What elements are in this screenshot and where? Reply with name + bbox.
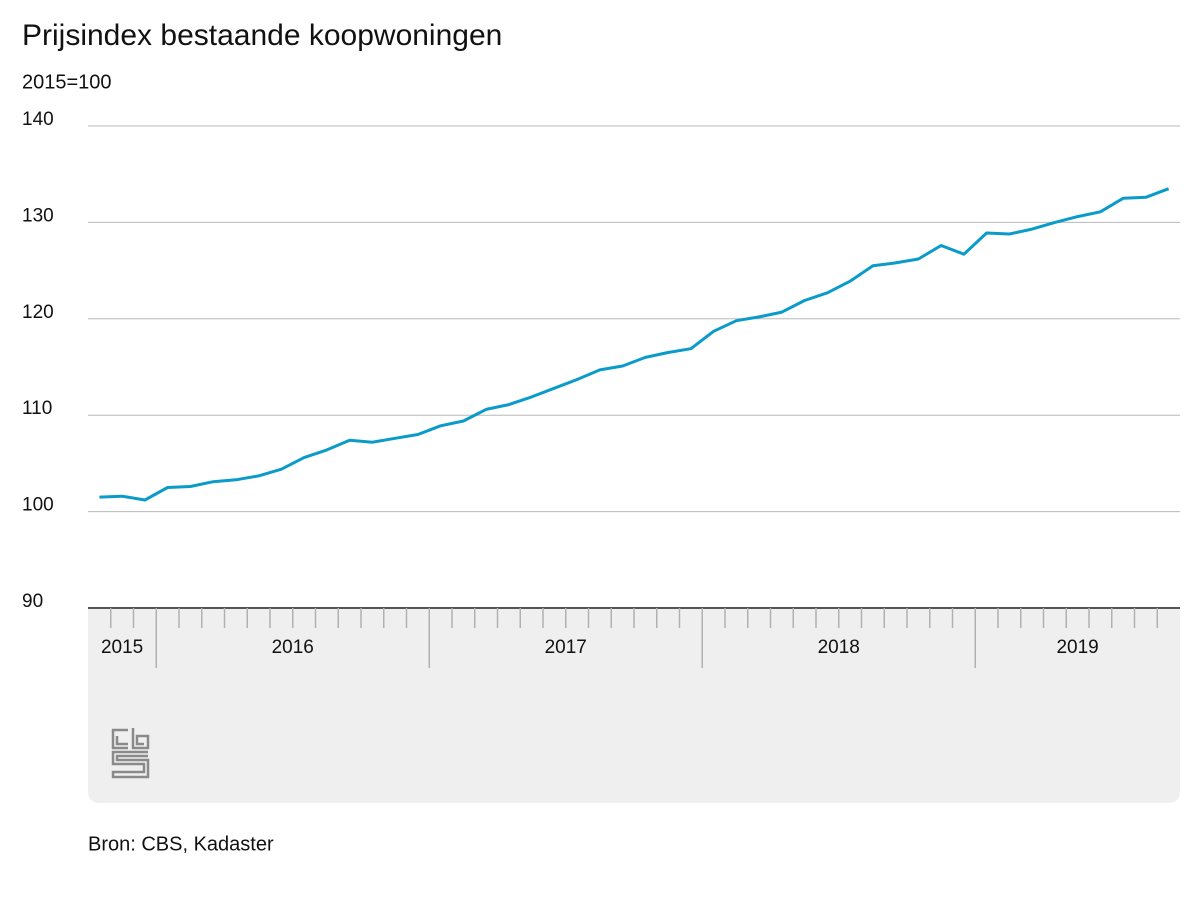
- source-note: Bron: CBS, Kadaster: [88, 833, 274, 855]
- cbs-logo: [111, 728, 150, 779]
- y-tick-label: 130: [22, 205, 54, 226]
- y-tick-label: 90: [22, 591, 43, 612]
- chart-title: Prijsindex bestaande koopwoningen: [22, 19, 502, 52]
- y-tick-label: 100: [22, 495, 54, 516]
- data-line: [99, 187, 1170, 502]
- x-tick-label: 2019: [1056, 637, 1098, 658]
- axis-panel: [88, 608, 1180, 803]
- y-tick-label: 110: [22, 398, 52, 419]
- x-tick-label: 2017: [545, 637, 587, 658]
- y-tick-label: 120: [22, 302, 54, 323]
- x-tick-label: 2015: [101, 637, 143, 658]
- y-tick-label: 140: [22, 109, 54, 130]
- x-tick-label: 2018: [818, 637, 860, 658]
- x-tick-label: 2016: [272, 637, 314, 658]
- chart-subtitle: 2015=100: [22, 71, 112, 93]
